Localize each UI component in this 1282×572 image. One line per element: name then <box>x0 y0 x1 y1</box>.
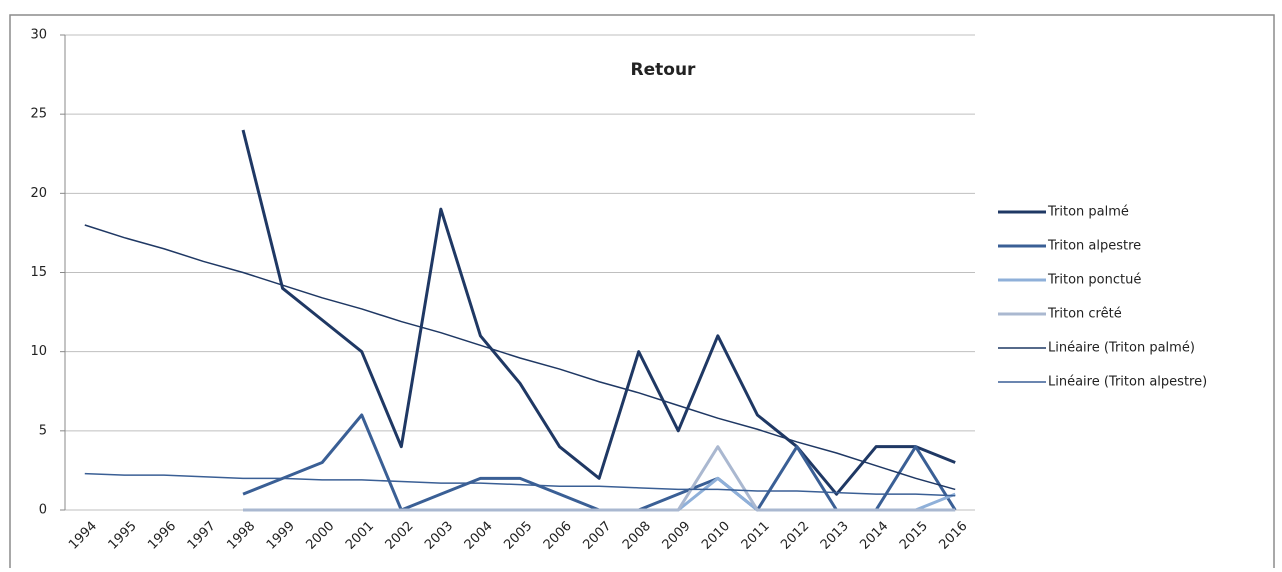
x-tick-label: 2004 <box>462 519 496 553</box>
x-tick-label: 1996 <box>145 519 179 553</box>
series-line <box>84 472 956 497</box>
series-line <box>243 476 956 512</box>
chart-title: Retour <box>631 60 697 80</box>
y-tick-label: 20 <box>30 186 47 201</box>
legend-label: Triton palmé <box>1047 205 1129 220</box>
legend-label: Triton alpestre <box>1047 239 1141 254</box>
y-tick-label: 5 <box>39 423 47 438</box>
x-tick-label: 1999 <box>264 519 298 553</box>
x-tick-label: 2009 <box>660 519 694 553</box>
y-tick-label: 25 <box>30 107 47 122</box>
x-tick-label: 1995 <box>106 519 140 553</box>
x-tick-label: 2015 <box>897 519 931 553</box>
x-tick-label: 2000 <box>303 519 337 553</box>
x-tick-label: 1997 <box>185 519 219 553</box>
legend-label: Triton crêté <box>1047 307 1122 322</box>
x-tick-label: 2008 <box>620 519 654 553</box>
series-line <box>243 445 956 512</box>
chart-border <box>9 14 1275 572</box>
y-tick-label: 30 <box>30 28 47 43</box>
series-line <box>84 224 956 491</box>
y-tick-label: 15 <box>30 265 47 280</box>
x-tick-label: 2006 <box>541 519 575 553</box>
series-line <box>242 413 957 512</box>
x-tick-label: 2002 <box>383 519 417 553</box>
y-tick-label: 0 <box>39 503 47 518</box>
x-tick-label: 1998 <box>224 519 258 553</box>
x-tick-label: 2013 <box>818 519 852 553</box>
x-tick-label: 2016 <box>937 519 971 553</box>
x-tick-label: 2005 <box>501 519 535 553</box>
x-tick-label: 2012 <box>778 519 812 553</box>
x-tick-label: 2010 <box>699 519 733 553</box>
x-tick-label: 2007 <box>580 519 614 553</box>
x-tick-label: 2003 <box>422 519 456 553</box>
legend-label: Linéaire (Triton alpestre) <box>1048 375 1207 390</box>
x-tick-label: 2001 <box>343 519 377 553</box>
x-tick-label: 2014 <box>857 519 891 553</box>
legend-label: Linéaire (Triton palmé) <box>1048 341 1195 356</box>
y-tick-label: 10 <box>30 344 47 359</box>
legend-label: Triton ponctué <box>1047 273 1141 288</box>
x-tick-label: 2011 <box>739 519 773 553</box>
series-line <box>241 129 956 496</box>
x-tick-label: 1994 <box>66 519 100 553</box>
